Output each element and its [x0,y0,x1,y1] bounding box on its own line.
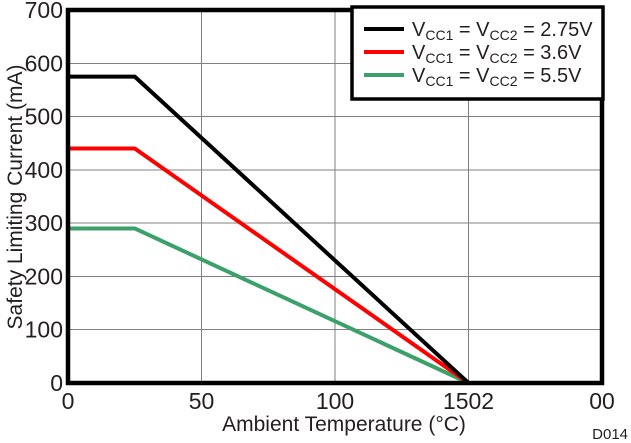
x-tick-label: 100 [316,388,354,414]
y-tick-label: 700 [25,0,63,23]
y-axis-title: Safety Limiting Current (mA) [4,65,27,330]
axis-tick-labels: 0 100 200 300 400 500 600 700 0 50 100 1502 00 [25,0,615,414]
series-line-123.6V [68,146,470,385]
x-tick-label: 00 [589,388,615,414]
legend-entry-label: VCC1 = VCC2 = 2.75V [412,19,593,43]
y-tick-label: 200 [25,263,63,289]
x-tick-label: 50 [189,388,215,414]
legend-entry-label: VCC1 = VCC2 = 5.5V [412,65,582,89]
y-tick-label: 500 [25,104,63,130]
y-tick-label: 400 [25,157,63,183]
x-tick-label: 0 [62,388,75,414]
watermark-label: D014 [592,426,628,443]
y-tick-label: 0 [50,370,63,396]
x-tick-label: 1502 [443,388,494,414]
y-tick-label: 600 [25,50,63,76]
y-tick-label: 100 [25,317,63,343]
y-tick-label: 300 [25,210,63,236]
series-line-122.75V [68,74,470,385]
legend-entry-label: VCC1 = VCC2 = 3.6V [412,42,582,66]
data-series [68,74,470,385]
x-axis-title: Ambient Temperature (°C) [222,413,466,436]
series-line-125.5V [68,226,470,385]
grid-lines [68,10,602,383]
plot-frame [65,7,605,386]
